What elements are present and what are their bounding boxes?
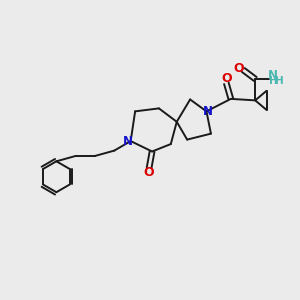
Text: O: O: [234, 62, 244, 75]
Text: H: H: [269, 76, 278, 86]
Text: O: O: [221, 72, 232, 85]
Text: N: N: [268, 69, 278, 82]
Text: N: N: [203, 105, 213, 118]
Text: H: H: [274, 76, 284, 86]
Text: N: N: [123, 135, 133, 148]
Text: O: O: [144, 167, 154, 179]
